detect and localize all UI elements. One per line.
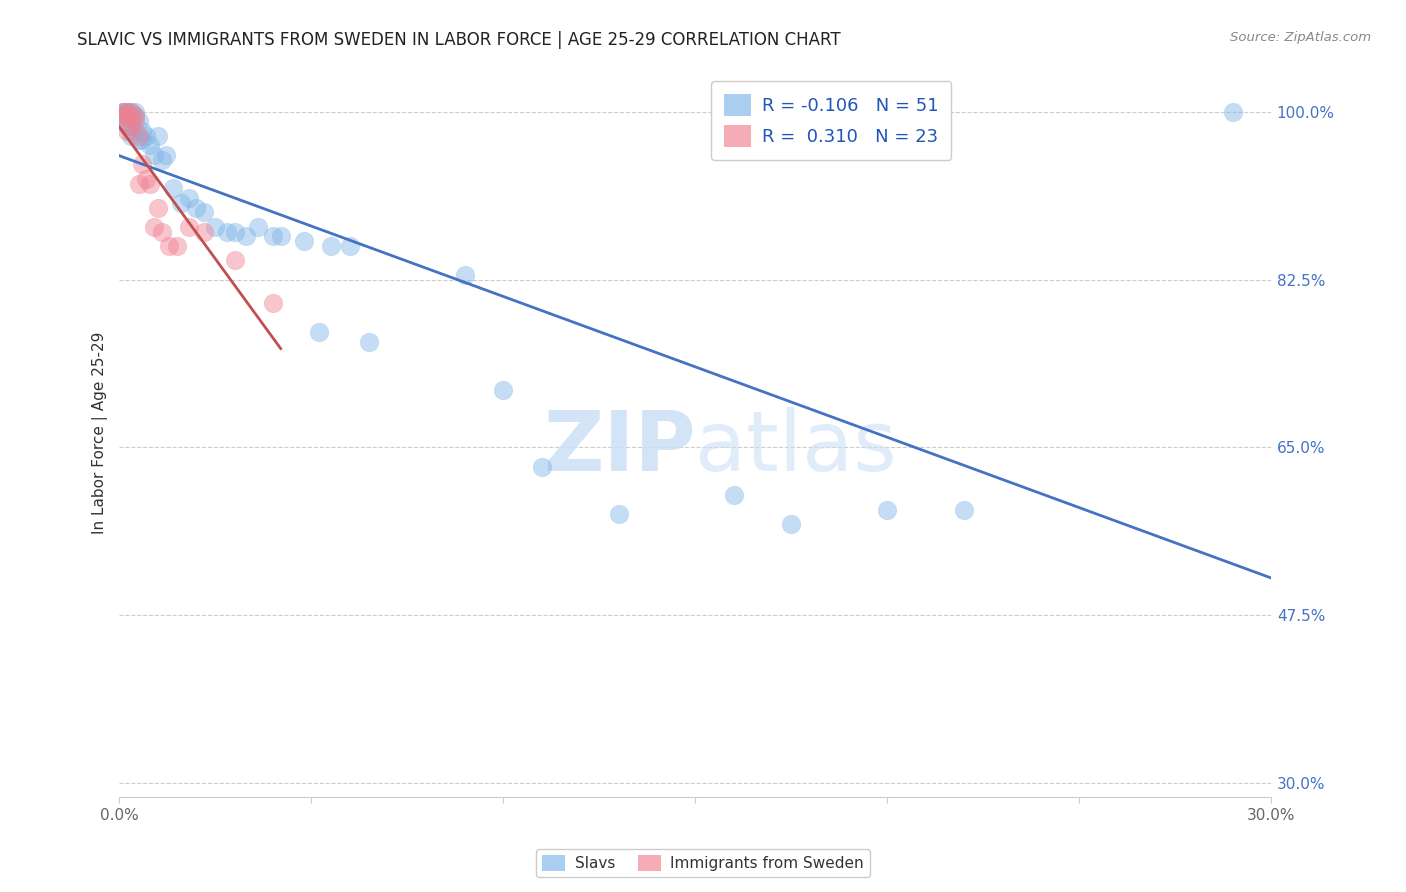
Point [139, 177, 162, 191]
Point [157, 239, 180, 253]
Point [143, 148, 166, 162]
Point [124, 110, 146, 124]
Point [112, 104, 135, 119]
Point [150, 153, 173, 167]
Point [454, 268, 477, 282]
Point [120, 119, 142, 133]
Point [146, 128, 169, 143]
Point [124, 114, 146, 128]
Point [357, 334, 380, 349]
Point [876, 502, 898, 516]
Point [112, 110, 135, 124]
Text: ZIP: ZIP [543, 407, 696, 488]
Point [162, 181, 184, 195]
Point [723, 488, 745, 502]
Point [246, 219, 269, 234]
Point [120, 104, 142, 119]
Point [339, 239, 361, 253]
Point [143, 219, 166, 234]
Point [186, 201, 208, 215]
Point [177, 219, 200, 234]
Point [124, 110, 146, 124]
Point [780, 517, 803, 532]
Point [530, 459, 553, 474]
Point [166, 239, 188, 253]
Point [120, 104, 142, 119]
Point [204, 219, 226, 234]
Point [115, 110, 138, 124]
Legend: Slavs, Immigrants from Sweden: Slavs, Immigrants from Sweden [536, 849, 870, 877]
Point [139, 138, 162, 153]
Point [128, 133, 150, 147]
Point [120, 128, 142, 143]
Text: atlas: atlas [696, 407, 897, 488]
Point [115, 104, 138, 119]
Point [124, 124, 146, 138]
Point [115, 110, 138, 124]
Point [115, 114, 138, 128]
Point [224, 225, 246, 239]
Point [120, 110, 142, 124]
Point [492, 383, 515, 397]
Point [155, 148, 177, 162]
Point [112, 104, 135, 119]
Point [150, 225, 173, 239]
Point [112, 110, 135, 124]
Point [146, 201, 169, 215]
Point [224, 253, 246, 268]
Point [170, 195, 193, 210]
Point [124, 104, 146, 119]
Point [953, 502, 976, 516]
Point [270, 229, 292, 244]
Point [128, 177, 150, 191]
Point [292, 234, 315, 248]
Point [128, 128, 150, 143]
Point [131, 124, 153, 138]
Point [193, 225, 215, 239]
Point [177, 191, 200, 205]
Point [607, 508, 630, 522]
Y-axis label: In Labor Force | Age 25-29: In Labor Force | Age 25-29 [93, 332, 108, 534]
Point [128, 114, 150, 128]
Point [115, 119, 138, 133]
Text: Source: ZipAtlas.com: Source: ZipAtlas.com [1230, 31, 1371, 45]
Point [112, 104, 135, 119]
Point [308, 325, 330, 339]
Point [135, 128, 157, 143]
Point [1222, 104, 1244, 119]
Point [215, 225, 238, 239]
Point [131, 133, 153, 147]
Point [235, 229, 257, 244]
Point [262, 296, 284, 310]
Point [131, 157, 153, 171]
Point [262, 229, 284, 244]
Point [120, 119, 142, 133]
Legend: R = -0.106   N = 51, R =  0.310   N = 23: R = -0.106 N = 51, R = 0.310 N = 23 [711, 81, 952, 160]
Point [193, 205, 215, 219]
Point [115, 104, 138, 119]
Text: SLAVIC VS IMMIGRANTS FROM SWEDEN IN LABOR FORCE | AGE 25-29 CORRELATION CHART: SLAVIC VS IMMIGRANTS FROM SWEDEN IN LABO… [77, 31, 841, 49]
Point [135, 171, 157, 186]
Point [319, 239, 342, 253]
Point [115, 104, 138, 119]
Point [115, 124, 138, 138]
